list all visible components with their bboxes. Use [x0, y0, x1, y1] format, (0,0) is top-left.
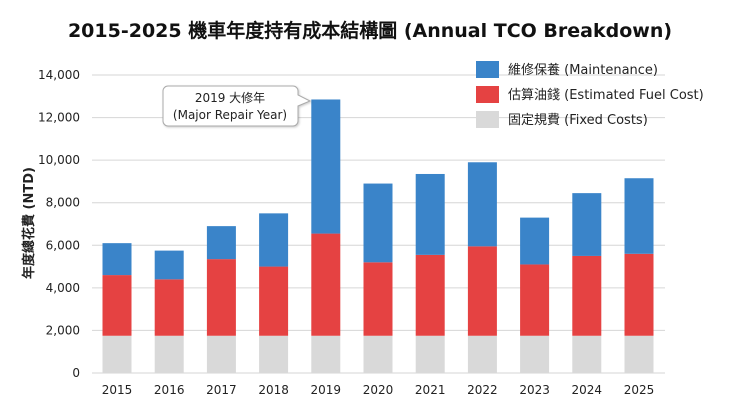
x-tick-label: 2021	[415, 383, 446, 397]
bar-segment-fuel	[311, 233, 341, 336]
x-tick-label: 2022	[467, 383, 498, 397]
legend: 維修保養 (Maintenance) 估算油錢 (Estimated Fuel C…	[476, 61, 704, 128]
bar-segment-fuel	[572, 255, 602, 336]
y-tick-label: 12,000	[38, 111, 80, 125]
x-tick-label: 2017	[206, 383, 237, 397]
y-tick-label: 10,000	[38, 153, 80, 167]
bar-segment-fixed	[102, 335, 132, 373]
y-tick-label: 6,000	[46, 238, 80, 252]
x-tick-label: 2019	[311, 383, 342, 397]
legend-swatch	[476, 111, 499, 128]
bar-segment-fuel	[259, 266, 289, 336]
x-tick-label: 2025	[624, 383, 655, 397]
y-tick-label: 2,000	[46, 323, 80, 337]
y-tick-label: 14,000	[38, 68, 80, 82]
legend-label: 固定規費 (Fixed Costs)	[508, 113, 648, 128]
chart-title: 2015-2025 機車年度持有成本結構圖 (Annual TCO Breakd…	[68, 19, 672, 42]
bar-segment-maintenance	[206, 226, 236, 260]
bar-segment-fixed	[624, 335, 654, 373]
annotation-callout: 2019 大修年 (Major Repair Year)	[162, 85, 312, 127]
legend-label: 維修保養 (Maintenance)	[508, 62, 658, 78]
bar-segment-maintenance	[520, 217, 550, 265]
bar-segment-fuel	[467, 246, 497, 336]
bar-segment-fixed	[363, 335, 393, 373]
bar-segment-fixed	[520, 335, 550, 373]
bar-segment-fuel	[102, 275, 132, 336]
legend-label: 估算油錢 (Estimated Fuel Cost)	[508, 87, 704, 103]
x-tick-label: 2015	[102, 383, 133, 397]
bar-segment-maintenance	[154, 250, 184, 280]
x-tick-label: 2024	[572, 383, 603, 397]
annotation-line2: (Major Repair Year)	[173, 108, 287, 122]
bar-segment-maintenance	[572, 193, 602, 256]
x-tick-label: 2023	[519, 383, 550, 397]
legend-swatch	[476, 61, 499, 78]
bar-segment-maintenance	[311, 99, 341, 234]
bar-segment-fuel	[415, 254, 445, 336]
bar-segment-maintenance	[624, 178, 654, 254]
bar-segment-fixed	[154, 335, 184, 373]
bar-segment-fixed	[415, 335, 445, 373]
bar-segment-fixed	[467, 335, 497, 373]
annotation-line1: 2019 大修年	[195, 90, 265, 105]
bar-segment-maintenance	[259, 213, 289, 267]
legend-swatch	[476, 86, 499, 103]
x-tick-label: 2018	[258, 383, 289, 397]
bar-segment-maintenance	[415, 173, 445, 255]
bar-segment-fuel	[206, 259, 236, 336]
bar-segment-fuel	[520, 264, 550, 336]
y-axis-label: 年度總花費 (NTD)	[21, 167, 37, 279]
bar-segment-fuel	[624, 253, 654, 336]
bar-segment-maintenance	[102, 243, 132, 276]
bar-segment-fixed	[572, 335, 602, 373]
y-tick-label: 8,000	[46, 196, 80, 210]
bar-segment-maintenance	[363, 183, 393, 263]
bar-segment-maintenance	[467, 162, 497, 247]
y-tick-label: 4,000	[46, 281, 80, 295]
bar-segment-fuel	[363, 262, 393, 336]
x-tick-label: 2016	[154, 383, 185, 397]
y-tick-label: 0	[72, 366, 80, 380]
bar-segment-fuel	[154, 279, 184, 336]
bar-segment-fixed	[206, 335, 236, 373]
x-tick-label: 2020	[363, 383, 394, 397]
bar-segment-fixed	[259, 335, 289, 373]
bar-segment-fixed	[311, 335, 341, 373]
